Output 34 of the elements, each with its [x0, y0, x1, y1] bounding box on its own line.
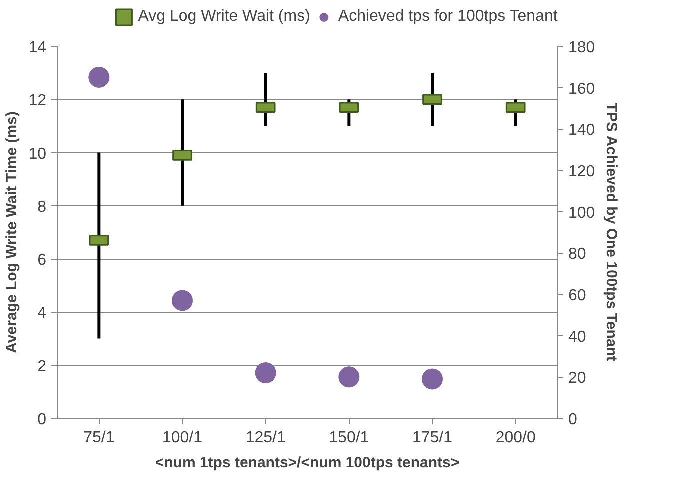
y-tick-label: 10 — [28, 146, 47, 163]
y-tick-label: 0 — [38, 412, 47, 428]
y2-tick-label: 160 — [568, 80, 596, 98]
x-tick-label: 100/1 — [162, 430, 203, 446]
legend-label: Avg Log Write Wait (ms) — [138, 8, 310, 26]
legend-label: Achieved tps for 100tps Tenant — [338, 8, 558, 26]
point — [255, 362, 276, 384]
x-tick-label: 125/1 — [246, 430, 286, 446]
point — [422, 368, 443, 390]
y2-tick-label: 0 — [568, 412, 578, 428]
y-tick-label: 12 — [28, 92, 47, 110]
y2-tick-label: 180 — [568, 40, 596, 56]
y2-axis-title: TPS Achieved by One 100tps Tenant — [603, 103, 620, 362]
point — [172, 290, 193, 312]
x-axis-title: <num 1tps tenants>/<num 100tps tenants> — [155, 454, 460, 472]
y2-tick-label: 60 — [568, 288, 586, 304]
x-tick-label: 175/1 — [412, 430, 453, 446]
y-tick-label: 2 — [38, 358, 47, 376]
y-tick-label: 4 — [38, 305, 47, 322]
point — [338, 366, 360, 388]
y-tick-label: 8 — [38, 198, 47, 216]
y2-tick-label: 100 — [568, 204, 596, 222]
y2-tick-label: 120 — [568, 164, 596, 180]
x-tick-label: 75/1 — [84, 430, 115, 446]
x-tick-label: 200/0 — [496, 430, 536, 446]
y-tick-label: 14 — [28, 40, 47, 56]
y-axis-title: Average Log Write Wait Time (ms) — [4, 112, 21, 354]
y2-tick-label: 40 — [568, 328, 586, 346]
y-tick-label: 6 — [38, 252, 47, 270]
point — [88, 67, 110, 88]
y2-tick-label: 80 — [568, 246, 586, 264]
x-tick-label: 150/1 — [329, 430, 370, 446]
y2-tick-label: 20 — [568, 370, 586, 388]
y2-tick-label: 140 — [568, 122, 596, 140]
